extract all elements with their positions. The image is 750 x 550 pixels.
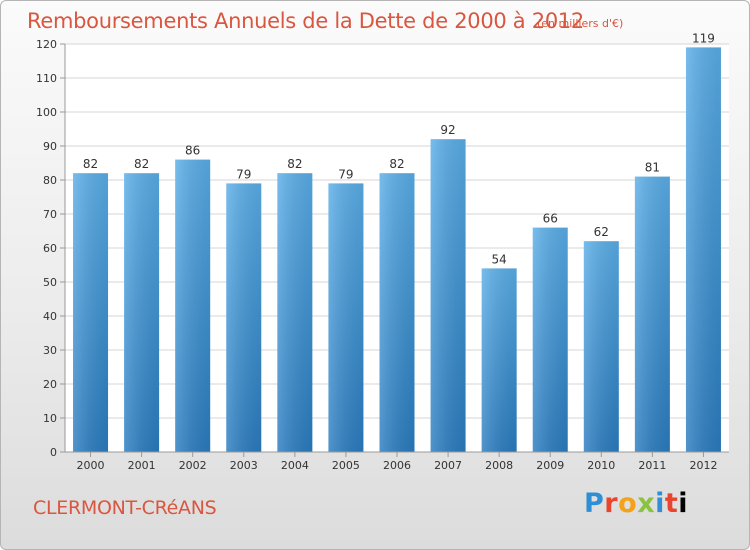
- data-label: 79: [338, 167, 353, 181]
- logo-letter: r: [604, 488, 619, 519]
- bar-shade: [634, 176, 670, 452]
- y-tick-label: 80: [43, 174, 57, 187]
- proxiti-logo: Proxiti: [584, 488, 688, 519]
- x-tick-label: 2001: [128, 459, 156, 472]
- x-axis: 2000 2001 2002 2003 2004 2005 2006 2007 2008 2009…: [77, 452, 717, 472]
- bar-shade: [73, 173, 109, 452]
- logo-letter: i: [655, 488, 665, 519]
- chart-subtitle: (en milliers d'€): [537, 17, 624, 30]
- bar-shade: [430, 139, 466, 452]
- data-label: 82: [287, 157, 302, 171]
- logo-letter: t: [664, 488, 679, 519]
- logo-letter: P: [584, 488, 605, 519]
- x-tick-label: 2011: [638, 459, 666, 472]
- bar-shade: [379, 173, 415, 452]
- data-label: 54: [492, 252, 507, 266]
- bar-shade: [226, 183, 262, 452]
- data-label: 86: [185, 144, 200, 158]
- y-tick-label: 100: [36, 106, 57, 119]
- x-tick-label: 2006: [383, 459, 411, 472]
- data-label: 66: [543, 212, 558, 226]
- data-label: 82: [389, 157, 404, 171]
- logo-letter: i: [678, 488, 689, 519]
- y-tick-label: 0: [50, 446, 57, 459]
- logo-letter: o: [618, 488, 638, 519]
- data-label: 62: [594, 225, 609, 239]
- x-tick-label: 2003: [230, 459, 258, 472]
- x-tick-label: 2004: [281, 459, 309, 472]
- y-tick-label: 20: [43, 378, 57, 391]
- bars: 82 82 86 79 82 79 82 92 54 66 62 81 119: [73, 31, 721, 453]
- bar-shade: [175, 159, 211, 452]
- x-tick-label: 2002: [179, 459, 207, 472]
- bar-shade: [481, 268, 517, 452]
- x-tick-label: 2009: [536, 459, 564, 472]
- bar-shade: [124, 173, 160, 452]
- data-label: 119: [692, 31, 715, 45]
- y-axis: 0 10 20 30 40 50 60 70 80 90 100 110 120: [36, 38, 65, 459]
- bar-shade: [328, 183, 364, 452]
- x-tick-label: 2008: [485, 459, 513, 472]
- chart-title: Remboursements Annuels de la Dette de 20…: [27, 9, 584, 33]
- y-tick-label: 10: [43, 412, 57, 425]
- y-tick-label: 90: [43, 140, 57, 153]
- place-name: CLERMONT-CRéANS: [33, 497, 217, 519]
- y-tick-label: 50: [43, 276, 57, 289]
- x-tick-label: 2012: [689, 459, 717, 472]
- data-label: 92: [440, 123, 455, 137]
- x-tick-label: 2005: [332, 459, 360, 472]
- x-tick-label: 2000: [77, 459, 105, 472]
- bar-shade: [532, 227, 568, 452]
- y-tick-label: 70: [43, 208, 57, 221]
- data-label: 81: [645, 161, 660, 175]
- bar-shade: [685, 47, 721, 453]
- bar-shade: [277, 173, 313, 452]
- y-tick-label: 40: [43, 310, 57, 323]
- x-tick-label: 2007: [434, 459, 462, 472]
- y-tick-label: 30: [43, 344, 57, 357]
- logo-letter: x: [637, 488, 656, 519]
- y-tick-label: 110: [36, 72, 57, 85]
- y-tick-label: 60: [43, 242, 57, 255]
- bar-shade: [583, 241, 619, 452]
- data-label: 82: [134, 157, 149, 171]
- data-label: 82: [83, 157, 98, 171]
- y-tick-label: 120: [36, 38, 57, 51]
- data-label: 79: [236, 167, 251, 181]
- x-tick-label: 2010: [587, 459, 615, 472]
